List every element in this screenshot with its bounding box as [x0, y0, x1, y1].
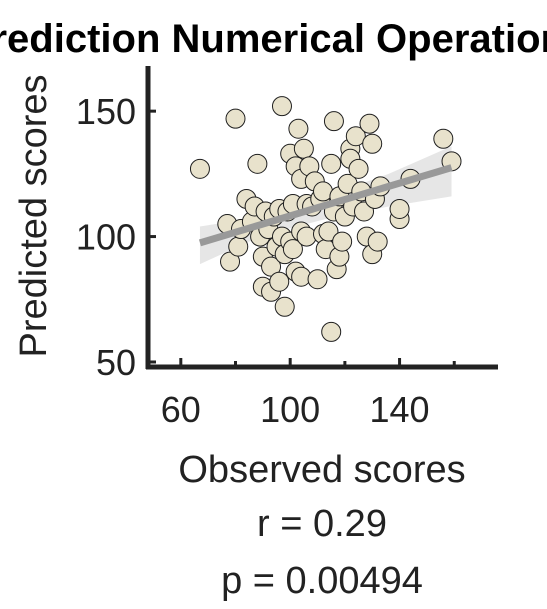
data-point: [288, 118, 309, 139]
data-point: [282, 239, 303, 260]
data-point: [293, 138, 314, 159]
data-point: [228, 236, 249, 257]
data-point: [321, 153, 342, 174]
data-point: [318, 221, 339, 242]
data-point: [433, 128, 454, 149]
data-point: [321, 321, 342, 342]
x-axis-label: Observed scores: [178, 449, 465, 491]
data-point: [359, 113, 380, 134]
y-tick-label: 50: [96, 342, 136, 383]
x-tick-label: 140: [370, 389, 430, 430]
data-point: [296, 226, 317, 247]
data-point: [247, 153, 268, 174]
data-point: [189, 158, 210, 179]
axes: 60 100 140 50 100 150: [76, 66, 498, 430]
data-point: [269, 271, 290, 292]
x-tick-label: 100: [260, 389, 320, 430]
y-tick-label: 150: [76, 91, 136, 132]
data-point: [271, 96, 292, 117]
data-point: [307, 269, 328, 290]
data-point: [345, 126, 366, 147]
data-point: [362, 133, 383, 154]
chart-title: Prediction Numerical Operations: [0, 17, 547, 61]
data-point: [274, 296, 295, 317]
correlation-r-text: r = 0.29: [257, 503, 387, 545]
data-point: [389, 198, 410, 219]
data-point: [332, 231, 353, 252]
x-tick-label: 60: [161, 389, 201, 430]
data-point: [348, 158, 369, 179]
data-point: [225, 108, 246, 129]
data-point: [291, 266, 312, 287]
data-point: [367, 231, 388, 252]
regression-line: [198, 164, 453, 247]
data-point: [323, 111, 344, 132]
p-value-text: p = 0.00494: [221, 560, 423, 602]
y-tick-label: 100: [76, 217, 136, 258]
plot-area: [189, 96, 462, 342]
y-axis-label: Predicted scores: [13, 74, 55, 357]
